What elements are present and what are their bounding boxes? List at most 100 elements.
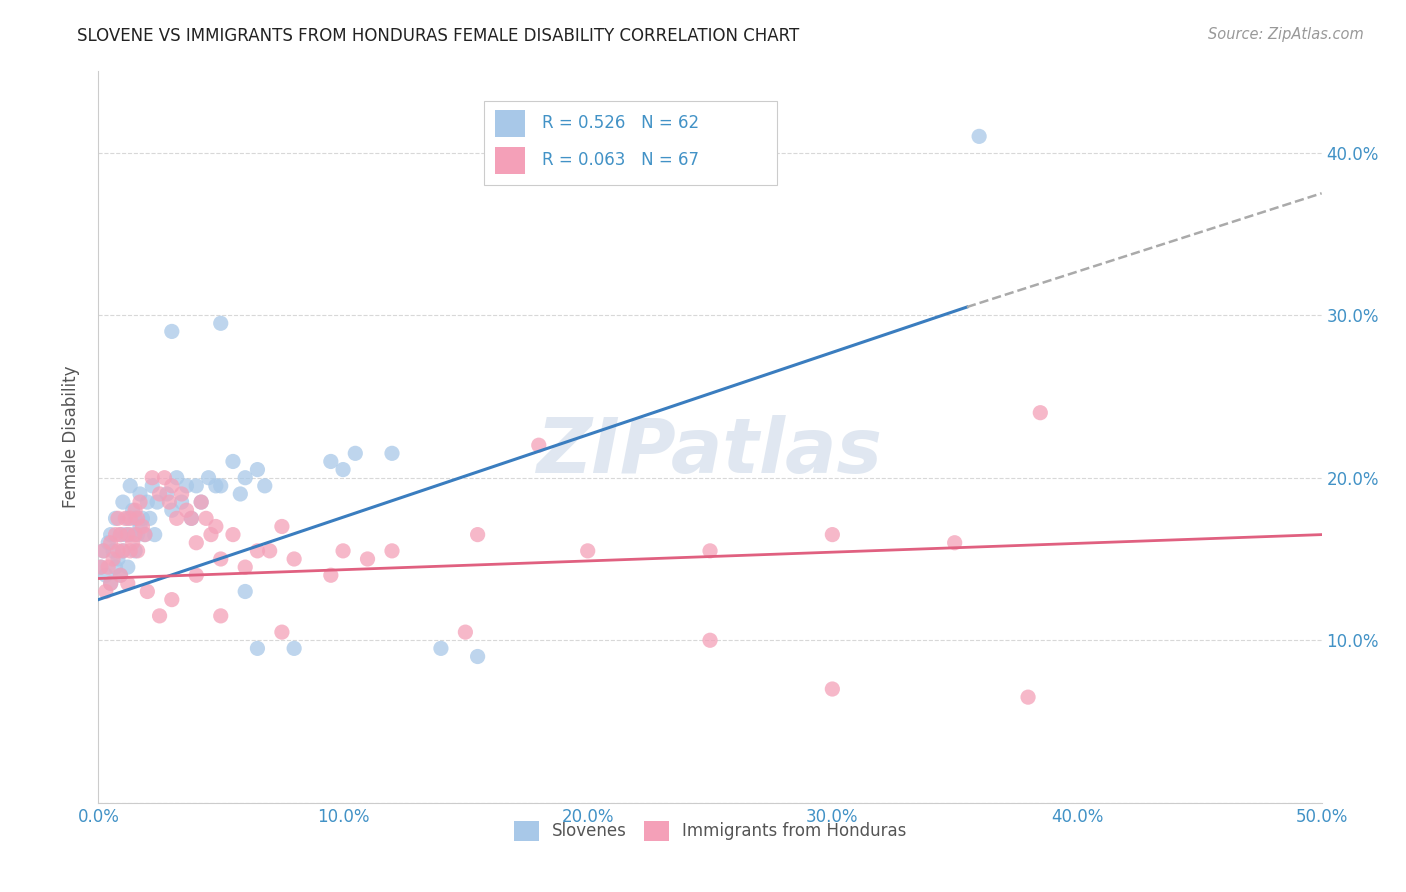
Point: [209, 608, 232, 623]
Point: [160, 325, 183, 339]
Point: [190, 495, 212, 509]
Point: [270, 519, 294, 533]
Point: [186, 535, 208, 549]
Point: [127, 511, 149, 525]
Point: [94, 568, 117, 582]
Point: [381, 544, 404, 558]
Point: [127, 544, 149, 558]
Point: [104, 560, 127, 574]
Point: [117, 527, 139, 541]
Point: [149, 608, 172, 623]
Point: [160, 592, 183, 607]
Point: [127, 527, 149, 541]
Point: [205, 519, 228, 533]
Point: [114, 511, 136, 525]
Point: [381, 446, 404, 460]
Point: [114, 527, 136, 541]
Point: [97, 535, 120, 549]
Point: [821, 681, 844, 696]
Point: [319, 454, 342, 468]
Point: [246, 462, 269, 476]
Point: [131, 511, 153, 525]
Point: [100, 535, 122, 549]
Point: [180, 511, 202, 525]
Point: [141, 471, 163, 485]
Point: [107, 552, 129, 566]
Point: [170, 495, 193, 509]
Point: [527, 438, 550, 452]
Point: [136, 495, 159, 509]
Point: [146, 495, 169, 509]
Point: [332, 544, 354, 558]
Point: [141, 479, 163, 493]
Point: [699, 633, 721, 648]
Point: [176, 479, 198, 493]
Point: [454, 625, 477, 640]
Point: [253, 479, 276, 493]
Point: [176, 503, 198, 517]
Point: [160, 503, 183, 517]
Point: [186, 479, 208, 493]
Point: [160, 479, 183, 493]
Point: [149, 487, 172, 501]
Point: [157, 495, 180, 509]
Text: ZIPatlas: ZIPatlas: [537, 415, 883, 489]
Point: [121, 503, 143, 517]
Point: [104, 527, 127, 541]
Point: [332, 462, 354, 476]
Point: [134, 527, 156, 541]
Point: [821, 527, 844, 541]
Legend: Slovenes, Immigrants from Honduras: Slovenes, Immigrants from Honduras: [505, 813, 915, 849]
Point: [90, 560, 112, 574]
Point: [94, 584, 117, 599]
Point: [129, 519, 152, 533]
Point: [190, 495, 212, 509]
Point: [129, 487, 152, 501]
Point: [699, 544, 721, 558]
Point: [283, 552, 305, 566]
Point: [97, 560, 120, 574]
Point: [200, 527, 222, 541]
Point: [430, 641, 453, 656]
Point: [209, 479, 232, 493]
Point: [131, 519, 153, 533]
Point: [90, 560, 112, 574]
Point: [205, 479, 228, 493]
Point: [233, 471, 256, 485]
Point: [195, 511, 218, 525]
Point: [100, 527, 122, 541]
Point: [209, 552, 232, 566]
Point: [134, 527, 156, 541]
Point: [467, 527, 489, 541]
Point: [209, 316, 232, 330]
Point: [117, 576, 139, 591]
Point: [100, 576, 122, 591]
Point: [1029, 406, 1052, 420]
Point: [110, 568, 132, 582]
Point: [246, 544, 269, 558]
Point: [139, 511, 162, 525]
Point: [107, 511, 129, 525]
Point: [120, 544, 142, 558]
Point: [283, 641, 305, 656]
Point: [101, 544, 124, 558]
Point: [170, 487, 193, 501]
Point: [120, 479, 142, 493]
Point: [222, 454, 245, 468]
Point: [197, 471, 219, 485]
Point: [166, 511, 188, 525]
Point: [467, 649, 489, 664]
Point: [233, 584, 256, 599]
Point: [156, 487, 179, 501]
Point: [967, 129, 990, 144]
Text: Source: ZipAtlas.com: Source: ZipAtlas.com: [1208, 27, 1364, 42]
Point: [143, 527, 166, 541]
Point: [121, 535, 143, 549]
Point: [943, 535, 966, 549]
Point: [153, 471, 176, 485]
Point: [91, 544, 114, 558]
Point: [124, 511, 146, 525]
Point: [222, 527, 245, 541]
Point: [259, 544, 281, 558]
Y-axis label: Female Disability: Female Disability: [62, 366, 80, 508]
